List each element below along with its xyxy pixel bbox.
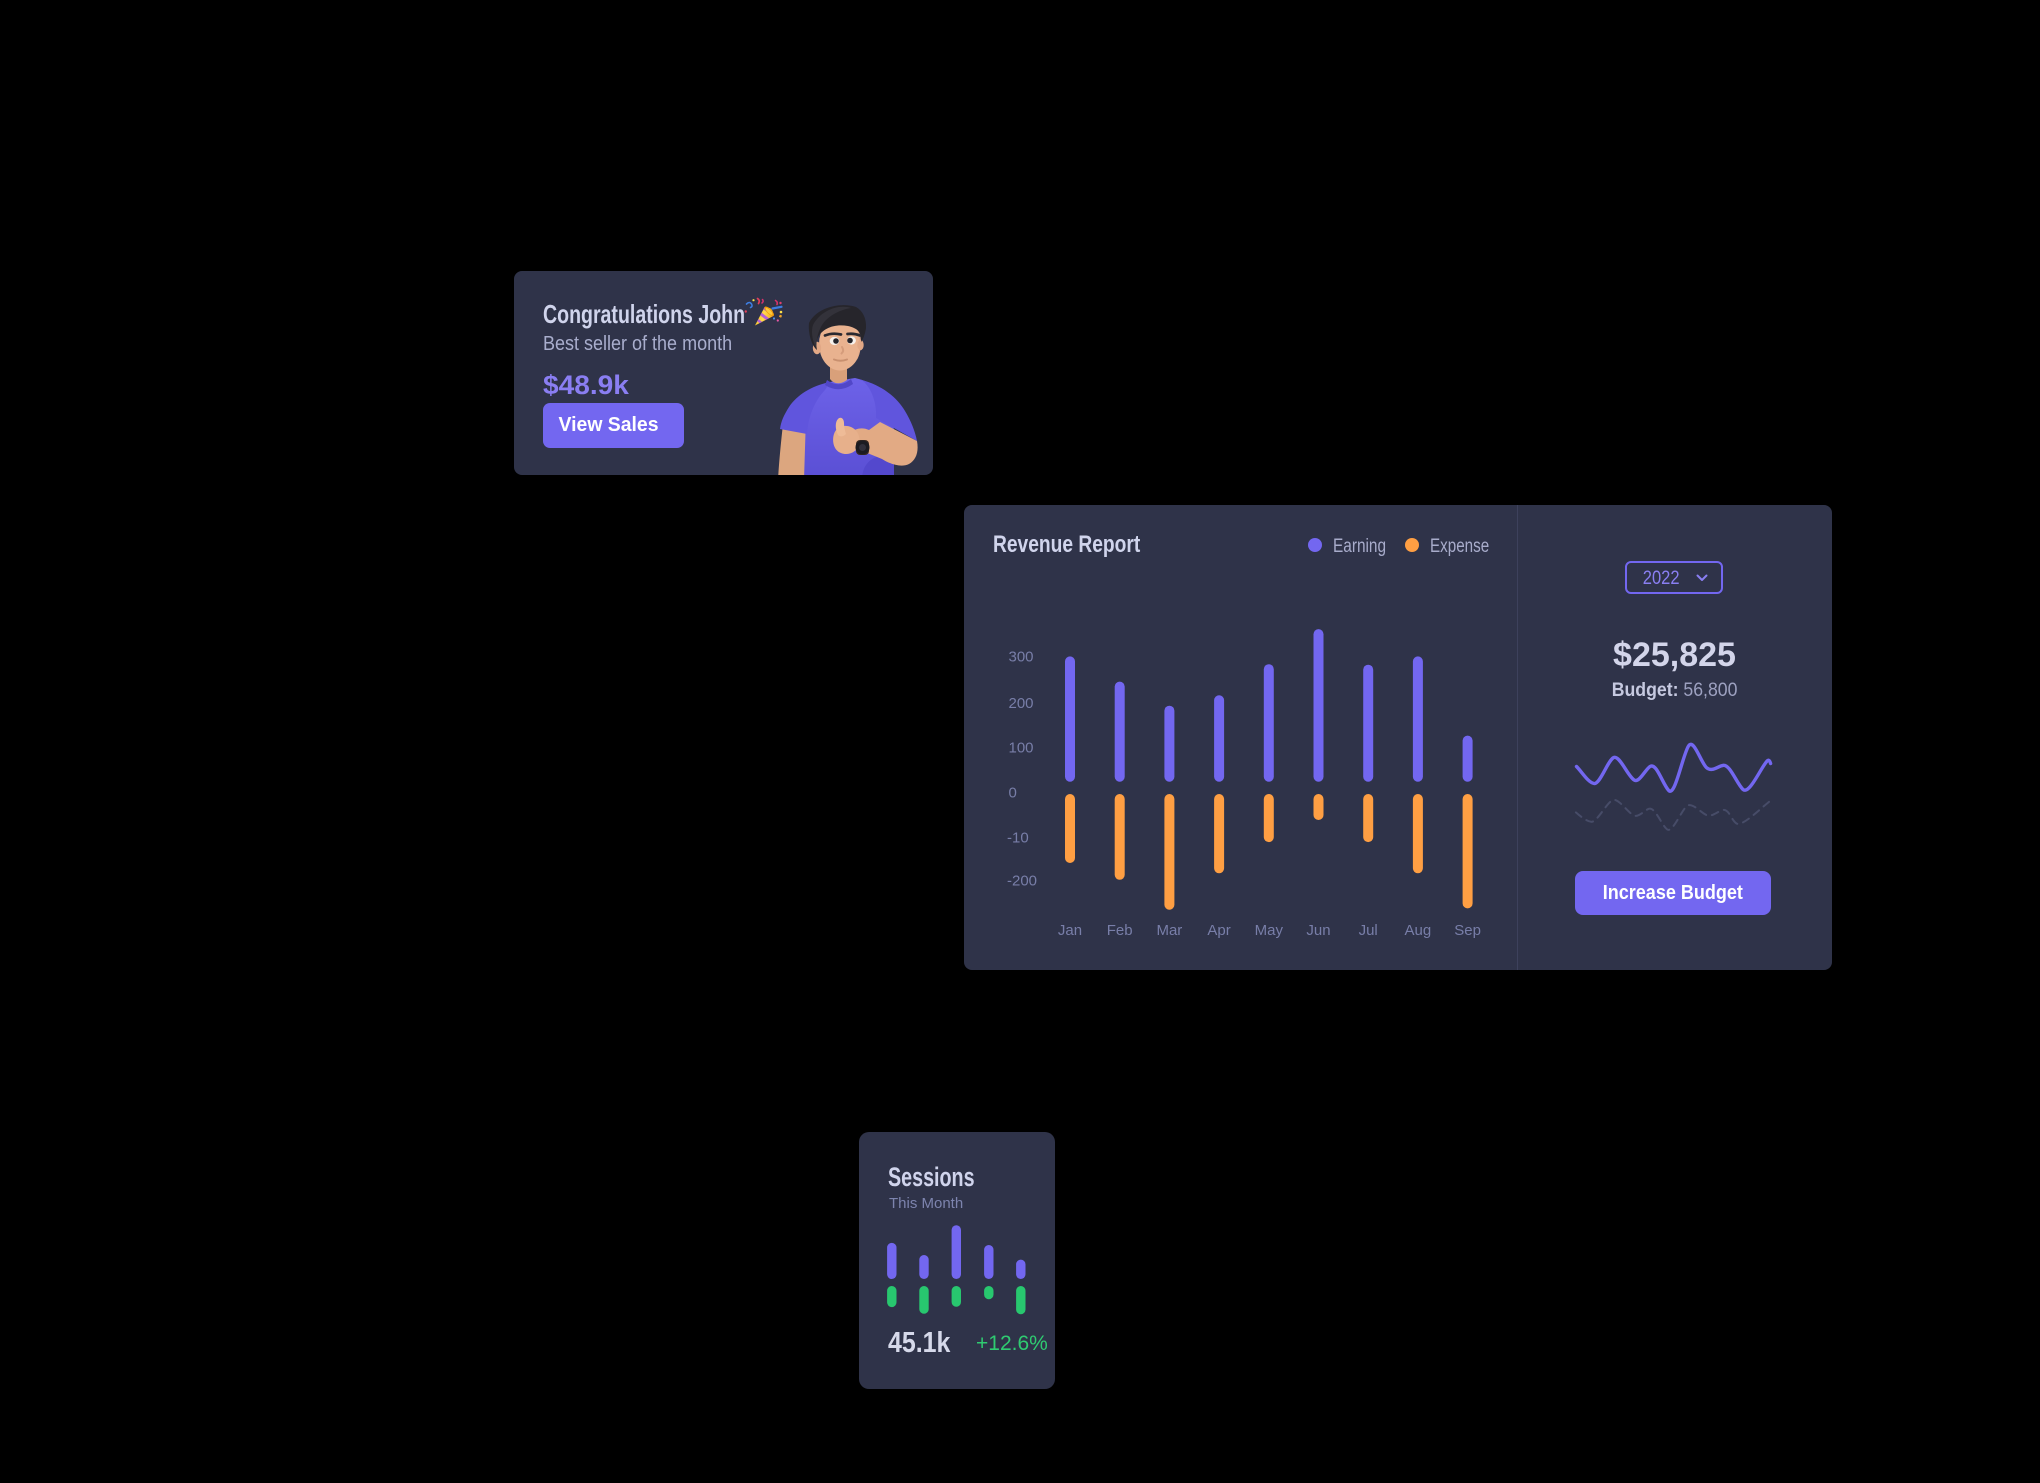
svg-text:Sep: Sep — [1454, 922, 1481, 939]
svg-text:100: 100 — [1009, 739, 1034, 756]
svg-text:Jan: Jan — [1058, 922, 1082, 939]
svg-text:Mar: Mar — [1156, 922, 1182, 939]
svg-text:May: May — [1255, 922, 1284, 939]
svg-text:Feb: Feb — [1107, 922, 1133, 939]
svg-text:-10: -10 — [1007, 830, 1029, 847]
svg-text:Jun: Jun — [1306, 922, 1330, 939]
svg-text:200: 200 — [1009, 695, 1034, 712]
svg-text:300: 300 — [1009, 648, 1034, 665]
svg-text:Jul: Jul — [1359, 922, 1378, 939]
svg-text:Apr: Apr — [1207, 922, 1230, 939]
svg-text:0: 0 — [1009, 784, 1017, 801]
svg-text:Aug: Aug — [1405, 922, 1432, 939]
svg-text:-200: -200 — [1007, 873, 1037, 890]
